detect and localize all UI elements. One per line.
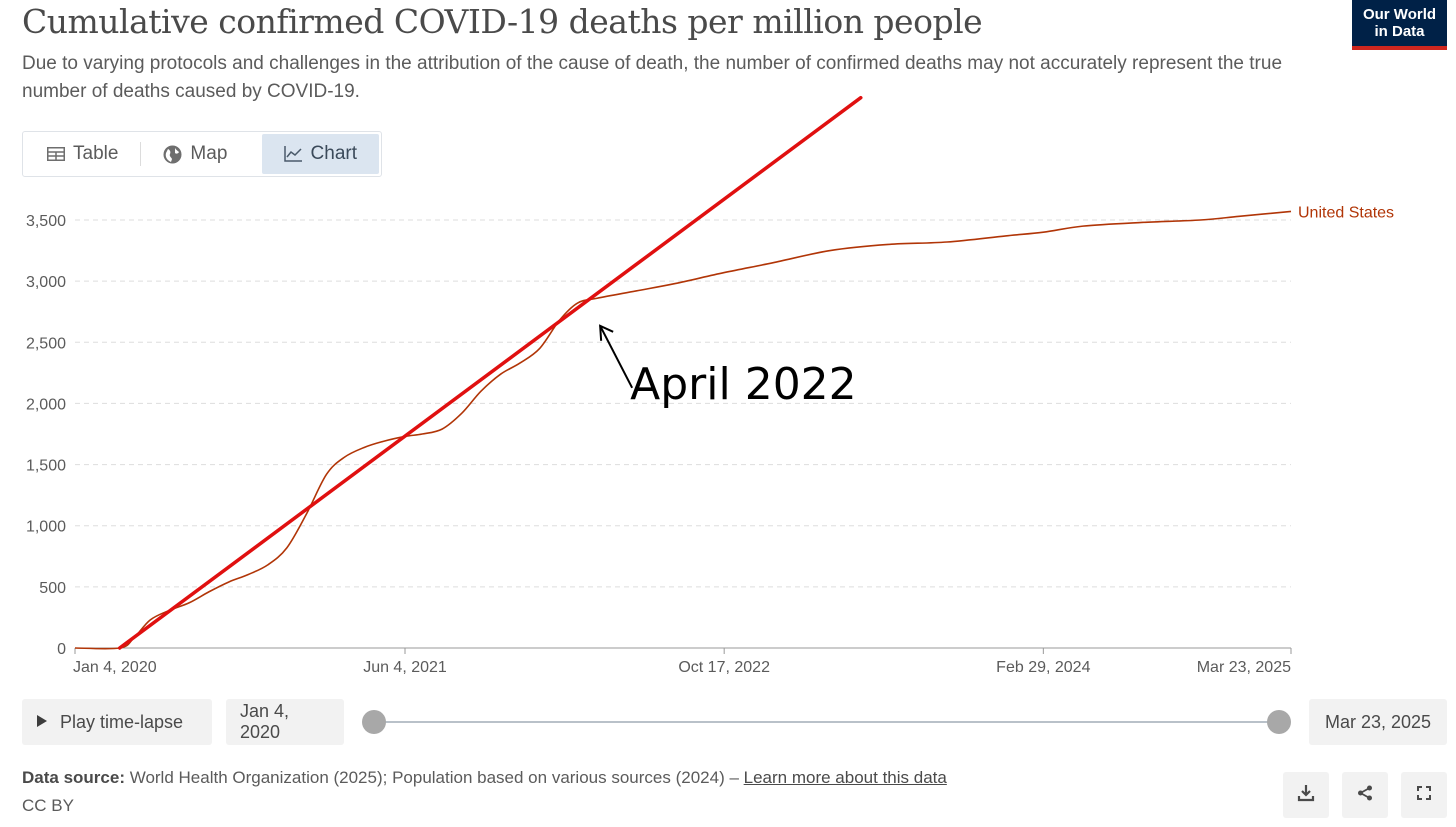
y-tick-label: 3,000 <box>26 274 66 291</box>
data-source-label: Data source: <box>22 768 125 787</box>
annotation-layer: April 2022 <box>117 95 863 650</box>
tab-map[interactable]: Map <box>141 134 249 174</box>
series-line-united-states <box>74 210 1292 650</box>
start-date-label: Jan 4, 2020 <box>240 701 290 742</box>
logo-line-1: Our World <box>1362 6 1437 23</box>
share-icon <box>1357 785 1373 806</box>
download-icon <box>1297 784 1315 807</box>
table-icon <box>47 147 65 161</box>
end-date-button[interactable]: Mar 23, 2025 <box>1309 699 1447 745</box>
y-axis: 0 500 1,000 1,500 2,000 2,500 3,000 3,500 <box>26 213 66 658</box>
play-icon <box>36 712 48 733</box>
timeline-slider-track[interactable] <box>374 721 1279 723</box>
learn-more-link[interactable]: Learn more about this data <box>743 768 947 787</box>
data-source: Data source: World Health Organization (… <box>22 768 947 788</box>
fullscreen-button[interactable] <box>1401 772 1447 818</box>
y-tick-label: 1,000 <box>26 519 66 536</box>
x-tick-label: Jun 4, 2021 <box>363 659 447 676</box>
data-source-text: World Health Organization (2025); Popula… <box>124 768 744 787</box>
x-axis: Jan 4, 2020 Jun 4, 2021 Oct 17, 2022 Feb 29… <box>73 647 1292 676</box>
line-chart-icon <box>283 146 303 162</box>
tab-chart[interactable]: Chart <box>261 134 379 174</box>
y-tick-label: 3,500 <box>26 213 66 230</box>
owid-logo[interactable]: Our World in Data <box>1352 0 1447 50</box>
y-tick-label: 2,500 <box>26 335 66 352</box>
license-text: CC BY <box>22 796 74 815</box>
view-tabs: Table Map Chart <box>22 131 382 177</box>
series-label: United States <box>1298 204 1394 221</box>
trend-line <box>117 95 863 650</box>
fullscreen-icon <box>1417 785 1431 805</box>
tab-map-label: Map <box>190 143 228 164</box>
globe-icon <box>163 145 182 164</box>
tab-divider <box>140 142 142 166</box>
download-button[interactable] <box>1283 772 1329 818</box>
play-timelapse-button[interactable]: Play time-lapse <box>22 699 212 745</box>
chart-subtitle: Due to varying protocols and challenges … <box>22 53 1283 102</box>
x-tick-label: Jan 4, 2020 <box>73 659 157 676</box>
y-tick-label: 1,500 <box>26 458 66 475</box>
x-tick-label: Feb 29, 2024 <box>996 659 1090 676</box>
timeline-end-handle[interactable] <box>1267 710 1291 734</box>
timeline-start-handle[interactable] <box>362 710 386 734</box>
annotation-label: April 2022 <box>630 359 857 410</box>
play-timelapse-label: Play time-lapse <box>60 711 184 732</box>
series-layer: United States <box>74 204 1394 650</box>
y-tick-label: 500 <box>39 580 66 597</box>
share-button[interactable] <box>1342 772 1388 818</box>
annotation-arrowhead <box>599 324 614 341</box>
tab-table[interactable]: Table <box>25 134 140 174</box>
tab-table-label: Table <box>73 143 119 164</box>
end-date-label: Mar 23, 2025 <box>1324 711 1432 732</box>
start-date-button[interactable]: Jan 4, 2020 <box>226 699 344 745</box>
x-tick-label: Mar 23, 2025 <box>1197 659 1291 676</box>
x-tick-label: Oct 17, 2022 <box>678 659 770 676</box>
y-tick-label: 0 <box>57 641 66 658</box>
y-tick-label: 2,000 <box>26 396 66 413</box>
annotation-arrow <box>599 325 634 389</box>
chart-title: Cumulative confirmed COVID-19 deaths per… <box>22 2 983 41</box>
tab-chart-label: Chart <box>310 143 357 164</box>
logo-line-2: in Data <box>1374 23 1425 40</box>
